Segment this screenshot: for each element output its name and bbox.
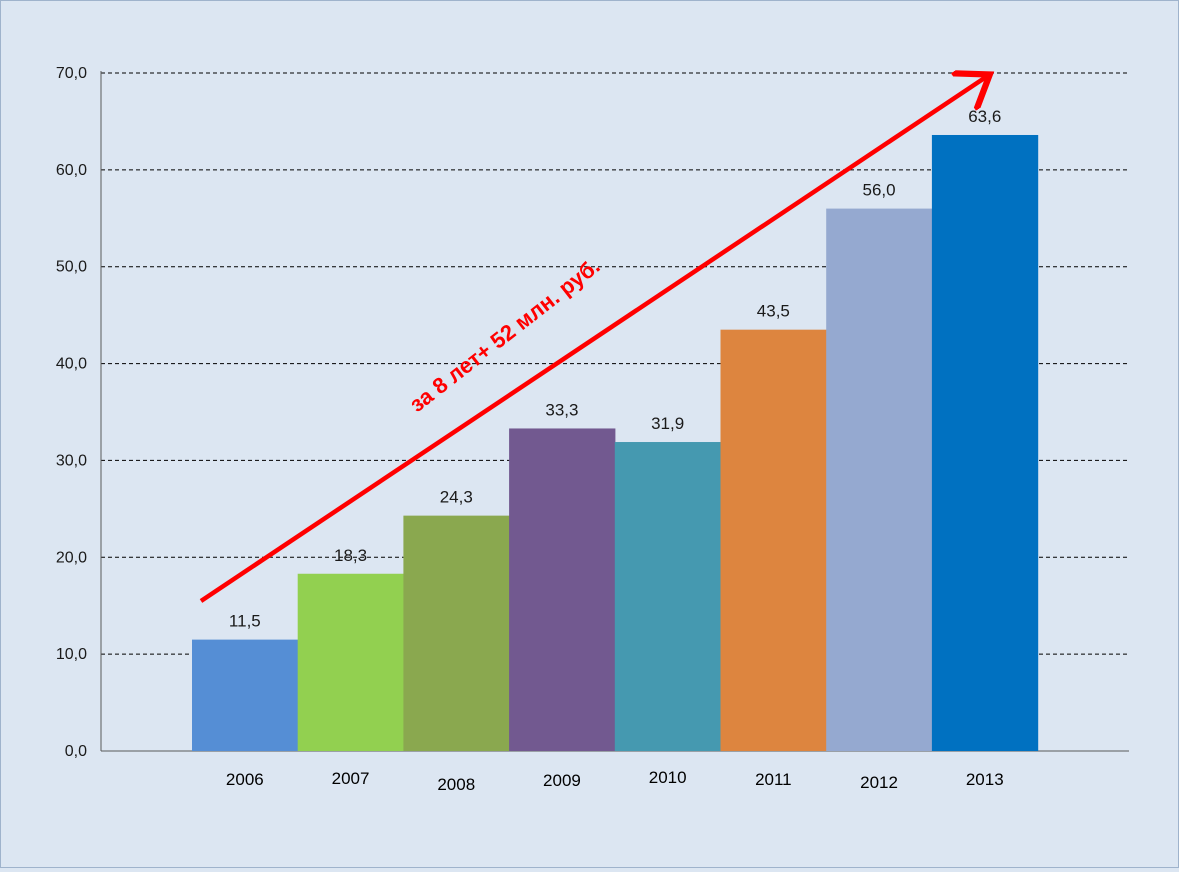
bar-2006 bbox=[192, 639, 299, 751]
y-tick-label: 40,0 bbox=[56, 356, 87, 373]
y-tick-label: 20,0 bbox=[56, 549, 87, 566]
y-tick-label: 10,0 bbox=[56, 646, 87, 663]
bar-2011 bbox=[720, 329, 827, 751]
y-tick-label: 70,0 bbox=[56, 65, 87, 82]
x-tick-label: 2009 bbox=[543, 771, 581, 790]
y-tick-label: 60,0 bbox=[56, 162, 87, 179]
bar-2012 bbox=[826, 208, 933, 752]
trend-arrow bbox=[199, 77, 986, 603]
bars bbox=[192, 134, 1039, 752]
data-label: 63,6 bbox=[968, 107, 1001, 126]
bar-2013 bbox=[931, 134, 1039, 751]
x-tick-label: 2007 bbox=[332, 769, 370, 788]
y-tick-label: 50,0 bbox=[56, 259, 87, 276]
y-tick-labels: 0,0 10,0 20,0 30,0 40,0 50,0 60,0 70,0 bbox=[56, 65, 87, 760]
bar-2008 bbox=[403, 515, 510, 751]
y-tick-label: 30,0 bbox=[56, 452, 87, 469]
bar-2007 bbox=[297, 573, 404, 751]
data-label: 18,3 bbox=[334, 546, 367, 565]
x-tick-label: 2006 bbox=[226, 770, 264, 789]
data-label: 24,3 bbox=[440, 488, 473, 507]
annotation-text: за 8 лет+ 52 млн. руб. bbox=[405, 253, 605, 417]
x-tick-label: 2013 bbox=[966, 770, 1004, 789]
x-tick-label: 2010 bbox=[649, 768, 687, 787]
data-label: 43,5 bbox=[757, 302, 790, 321]
bar-2009 bbox=[509, 428, 616, 751]
data-label: 56,0 bbox=[863, 181, 896, 200]
bar-2010 bbox=[614, 442, 722, 751]
data-label: 33,3 bbox=[545, 400, 578, 419]
x-tick-label: 2012 bbox=[860, 773, 898, 792]
data-labels: 11,5 18,3 24,3 33,3 31,9 43,5 56,0 63,6 bbox=[229, 107, 1001, 631]
data-label: 31,9 bbox=[651, 414, 684, 433]
x-tick-labels: 2006 2007 2008 2009 2010 2011 2012 2013 bbox=[226, 768, 1004, 794]
y-tick-label: 0,0 bbox=[65, 743, 87, 760]
data-label: 11,5 bbox=[229, 612, 261, 631]
x-tick-label: 2011 bbox=[755, 770, 792, 789]
x-tick-label: 2008 bbox=[437, 775, 475, 794]
